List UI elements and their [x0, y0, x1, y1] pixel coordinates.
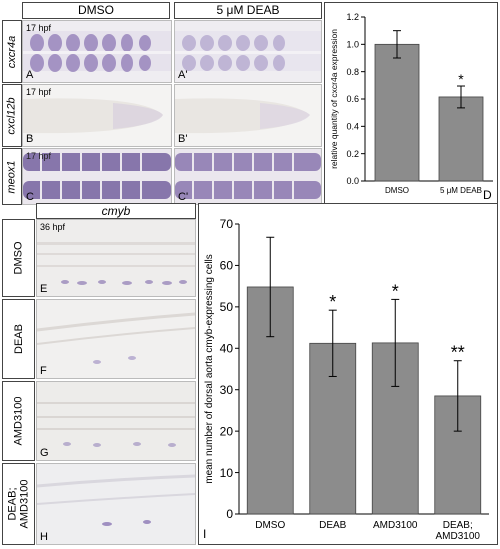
category-label: 5 μM DEAB — [440, 186, 482, 195]
chart-i-frame: 0 10 20 30 40 50 60 70 mean number of dorsal aor… — [198, 203, 498, 545]
y-tick-label: 0.6 — [346, 94, 359, 104]
chart-d: 0.0 0.2 0.4 0.6 0.8 1.0 1.2 relative quantity o… — [329, 12, 493, 202]
y-axis-label: relative quantity of cxcr4a expression — [329, 29, 339, 169]
panel-label-b-prime: B' — [178, 133, 188, 145]
y-tick-label: 20 — [220, 424, 234, 438]
row-label-deab-amd3100: DEAB; AMD3100 — [2, 463, 35, 545]
micrograph-g: G — [36, 381, 196, 461]
significance-mark: * — [329, 292, 336, 312]
micrograph-h: H — [36, 463, 196, 545]
micrograph-e: 36 hpf E — [36, 219, 196, 297]
stage-label-b: 17 hpf — [26, 87, 52, 97]
y-tick-label: 0.2 — [346, 149, 359, 159]
y-tick-label: 0.0 — [346, 176, 359, 186]
bar — [374, 43, 420, 182]
panel-label-h: H — [40, 531, 48, 543]
category-label: DMSO — [255, 520, 285, 531]
panel-label-c-prime: C' — [178, 191, 189, 203]
panel-label: I — [203, 527, 206, 541]
y-tick-label: 1.2 — [346, 12, 359, 22]
y-tick-label: 40 — [220, 341, 234, 355]
y-tick-label: 10 — [220, 466, 234, 480]
category-label: DEAB — [319, 520, 347, 531]
significance-mark: ** — [451, 343, 465, 363]
row-label-cxcr4a: cxcr4a — [2, 20, 22, 83]
y-tick-label: 60 — [220, 259, 234, 273]
panel-label-e: E — [40, 283, 48, 295]
row-label-cxcl12b: cxcl12b — [2, 84, 22, 147]
category-label: AMD3100 — [436, 531, 481, 542]
panel-label-f: F — [40, 365, 47, 377]
micrograph-c: 17 hpf C — [22, 148, 172, 205]
significance-mark: * — [392, 281, 399, 301]
stage-label-c: 17 hpf — [26, 151, 52, 161]
panel-label: D — [483, 188, 492, 202]
chart-d-frame: 0.0 0.2 0.4 0.6 0.8 1.0 1.2 relative quantity o… — [324, 2, 498, 204]
header-deab: 5 μM DEAB — [174, 2, 322, 19]
category-label: AMD3100 — [373, 520, 418, 531]
significance-mark: * — [458, 71, 464, 87]
micrograph-b: 17 hpf B — [22, 84, 172, 147]
y-tick-label: 0.4 — [346, 121, 359, 131]
chart-i: 0 10 20 30 40 50 60 70 mean number of dorsal aor… — [203, 217, 489, 542]
row-label-meox1: meox1 — [2, 148, 22, 205]
header-dmso: DMSO — [22, 2, 170, 19]
header-cmyb: cmyb — [36, 203, 196, 219]
stage-label-e: 36 hpf — [40, 222, 66, 232]
micrograph-c-prime: C' — [174, 148, 322, 205]
stage-label-a: 17 hpf — [26, 23, 52, 33]
y-tick-label: 70 — [220, 217, 234, 231]
panel-label-a: A — [26, 69, 34, 81]
panel-label-b: B — [26, 133, 34, 145]
y-tick-label: 0 — [226, 507, 233, 521]
row-label-dmso: DMSO — [2, 219, 35, 297]
panel-label-c: C — [26, 191, 34, 203]
micrograph-a: 17 hpf A — [22, 20, 172, 83]
category-label: DEAB; — [443, 520, 473, 531]
panel-label-g: G — [40, 447, 49, 459]
panel-label-a-prime: A' — [178, 69, 188, 81]
category-label: DMSO — [385, 186, 409, 195]
row-label-deab: DEAB — [2, 299, 35, 379]
row-label-amd3100: AMD3100 — [2, 381, 35, 461]
micrograph-a-prime: A' — [174, 20, 322, 83]
y-tick-label: 1.0 — [346, 39, 359, 49]
bar — [438, 96, 484, 182]
y-tick-label: 30 — [220, 383, 234, 397]
y-tick-label: 0.8 — [346, 67, 359, 77]
micrograph-b-prime: B' — [174, 84, 322, 147]
y-tick-label: 50 — [220, 300, 234, 314]
micrograph-f: F — [36, 299, 196, 379]
y-axis-label: mean number of dorsal aorta cmyb-express… — [204, 254, 215, 484]
